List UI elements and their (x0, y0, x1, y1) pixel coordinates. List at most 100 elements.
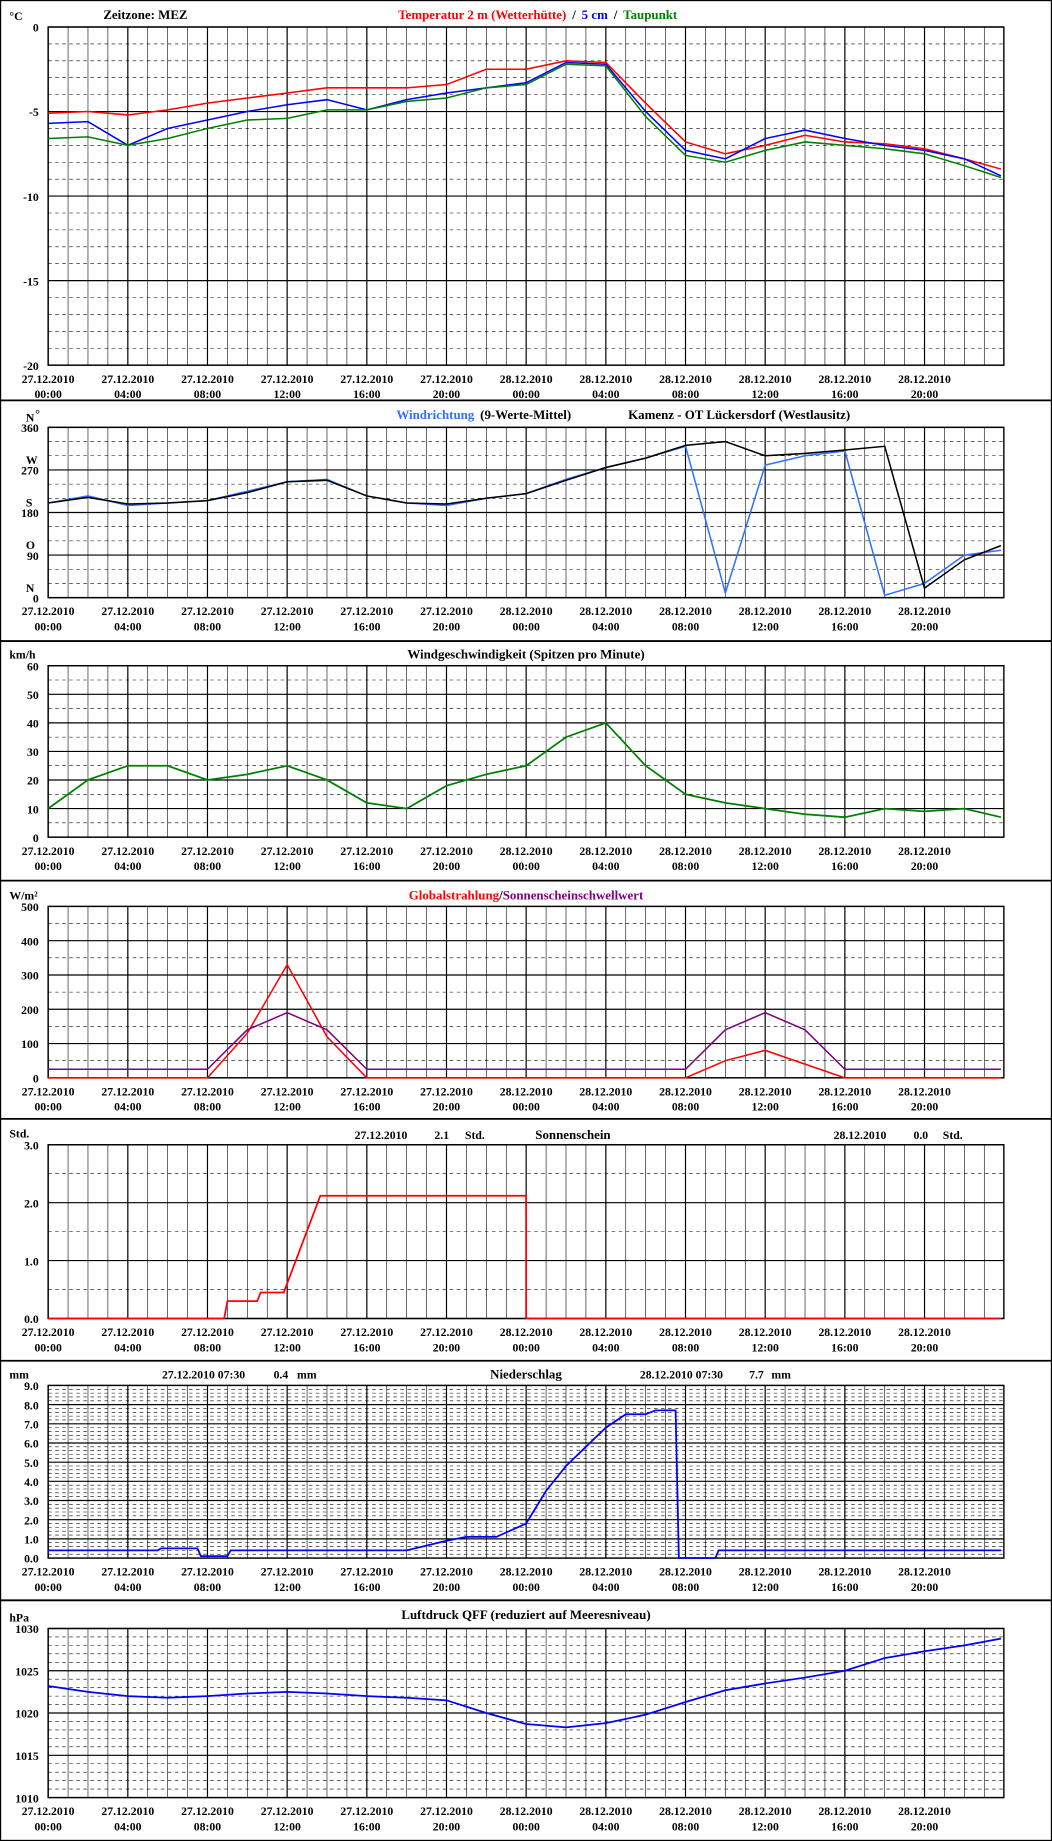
x-tick-line: 04:00 (114, 388, 142, 401)
x-tick-line: 08:00 (672, 388, 700, 401)
x-tick-line: 00:00 (34, 620, 62, 633)
x-tick-line: 04:00 (114, 1820, 142, 1833)
x-tick-line: 27.12.2010 (340, 1326, 393, 1339)
y-tick-label: 9.0 (24, 1380, 39, 1393)
x-tick-line: 28.12.2010 (659, 1566, 712, 1579)
x-tick-line: 27.12.2010 (181, 845, 234, 858)
y-unit: °C (9, 10, 22, 23)
annotation: mm (771, 1368, 791, 1381)
x-tick-line: 08:00 (194, 620, 222, 633)
x-tick-line: 27.12.2010 (101, 605, 154, 618)
x-tick-line: 27.12.2010 (101, 1326, 154, 1339)
x-tick-line: 20:00 (911, 388, 939, 401)
y-tick-label: 200 (21, 1004, 39, 1017)
x-tick-line: 28.12.2010 (500, 373, 553, 386)
y-tick-label: 1020 (15, 1708, 39, 1721)
x-tick-label: 27.12.2010 04:00 (101, 1085, 154, 1113)
x-tick-line: 28.12.2010 (739, 1805, 792, 1818)
x-tick-line: 20:00 (433, 1820, 461, 1833)
x-tick-line: 27.12.2010 (181, 1326, 234, 1339)
x-tick-line: 28.12.2010 (659, 1326, 712, 1339)
compass-label: N (26, 582, 35, 595)
x-tick-line: 08:00 (194, 1581, 222, 1594)
x-tick-line: 28.12.2010 (739, 605, 792, 618)
x-tick-line: 04:00 (592, 1101, 620, 1114)
x-tick-label: 28.12.2010 04:00 (579, 845, 632, 873)
plot-frame (47, 426, 1005, 599)
chart-subtitle: Kamenz - OT Lückersdorf (Westlausitz) (628, 407, 850, 422)
x-tick-line: 04:00 (592, 388, 620, 401)
x-tick-line: 12:00 (273, 1101, 301, 1114)
y-tick-label: 50 (27, 689, 39, 702)
x-tick-line: 12:00 (751, 1101, 779, 1114)
x-tick-line: 16:00 (831, 388, 859, 401)
annotation: mm (297, 1368, 317, 1381)
x-tick-label: 28.12.2010 16:00 (818, 1326, 871, 1354)
legend-entry: (9-Werte-Mittel) (480, 407, 571, 422)
x-tick-line: 27.12.2010 (22, 1326, 75, 1339)
x-tick-label: 27.12.2010 12:00 (261, 1085, 314, 1113)
plot-frame (47, 1627, 1005, 1799)
y-tick-label: 60 (27, 660, 39, 673)
x-tick-line: 27.12.2010 (340, 1805, 393, 1818)
x-tick-label: 27.12.2010 04:00 (101, 605, 154, 633)
x-tick-line: 20:00 (911, 1341, 939, 1354)
x-tick-line: 16:00 (831, 1341, 859, 1354)
x-tick-label: 28.12.2010 04:00 (579, 373, 632, 401)
x-tick-label: 28.12.2010 08:00 (659, 1805, 712, 1833)
x-tick-line: 28.12.2010 (818, 845, 871, 858)
x-tick-line: 00:00 (34, 1820, 62, 1833)
x-tick-line: 08:00 (194, 1101, 222, 1114)
x-tick-line: 27.12.2010 (181, 1566, 234, 1579)
legend: Globalstrahlung/Sonnenscheinschwellwert (409, 887, 644, 902)
x-tick-label: 28.12.2010 20:00 (898, 1566, 951, 1594)
x-tick-label: 28.12.2010 08:00 (659, 605, 712, 633)
y-tick-label: 1025 (15, 1665, 39, 1678)
x-tick-line: 27.12.2010 (420, 605, 473, 618)
x-tick-line: 16:00 (831, 1581, 859, 1594)
x-tick-line: 04:00 (114, 860, 142, 873)
x-tick-line: 04:00 (114, 620, 142, 633)
x-tick-line: 12:00 (273, 1581, 301, 1594)
y-tick-label: 20 (27, 775, 39, 788)
x-tick-label: 27.12.2010 12:00 (261, 373, 314, 401)
x-tick-line: 28.12.2010 (500, 1326, 553, 1339)
x-tick-label: 28.12.2010 12:00 (739, 373, 792, 401)
x-tick-line: 08:00 (672, 1341, 700, 1354)
legend-entry: Taupunkt (623, 7, 678, 22)
x-tick-line: 00:00 (512, 860, 540, 873)
x-tick-line: 28.12.2010 (818, 373, 871, 386)
x-tick-label: 27.12.2010 08:00 (181, 373, 234, 401)
x-tick-label: 27.12.2010 20:00 (420, 1085, 473, 1113)
x-tick-line: 27.12.2010 (101, 1085, 154, 1098)
x-tick-line: 27.12.2010 (340, 1566, 393, 1579)
x-tick-label: 27.12.2010 16:00 (340, 605, 393, 633)
x-tick-line: 20:00 (433, 1581, 461, 1594)
plot-frame (47, 1384, 1005, 1559)
x-tick-label: 28.12.2010 00:00 (500, 1566, 553, 1594)
x-tick-line: 27.12.2010 (101, 845, 154, 858)
y-tick-label: 40 (27, 718, 39, 731)
y-tick-label: 360 (21, 422, 39, 435)
x-tick-label: 27.12.2010 04:00 (101, 1326, 154, 1354)
compass-label: O (26, 539, 35, 552)
x-tick-line: 28.12.2010 (898, 373, 951, 386)
x-tick-line: 16:00 (831, 1101, 859, 1114)
x-tick-line: 08:00 (672, 860, 700, 873)
y-unit: ° (35, 408, 40, 421)
x-tick-line: 04:00 (592, 860, 620, 873)
x-tick-line: 28.12.2010 (739, 845, 792, 858)
x-tick-label: 28.12.2010 04:00 (579, 1566, 632, 1594)
x-tick-line: 27.12.2010 (22, 373, 75, 386)
x-tick-line: 04:00 (592, 1820, 620, 1833)
x-tick-line: 04:00 (114, 1341, 142, 1354)
x-tick-line: 08:00 (672, 620, 700, 633)
x-tick-line: 27.12.2010 (101, 1805, 154, 1818)
x-tick-line: 08:00 (672, 1581, 700, 1594)
compass-label: W (26, 454, 38, 467)
x-tick-line: 28.12.2010 (500, 1805, 553, 1818)
y-unit: mm (9, 1368, 29, 1381)
annotation: 7.7 (749, 1368, 764, 1381)
x-tick-line: 28.12.2010 (739, 373, 792, 386)
